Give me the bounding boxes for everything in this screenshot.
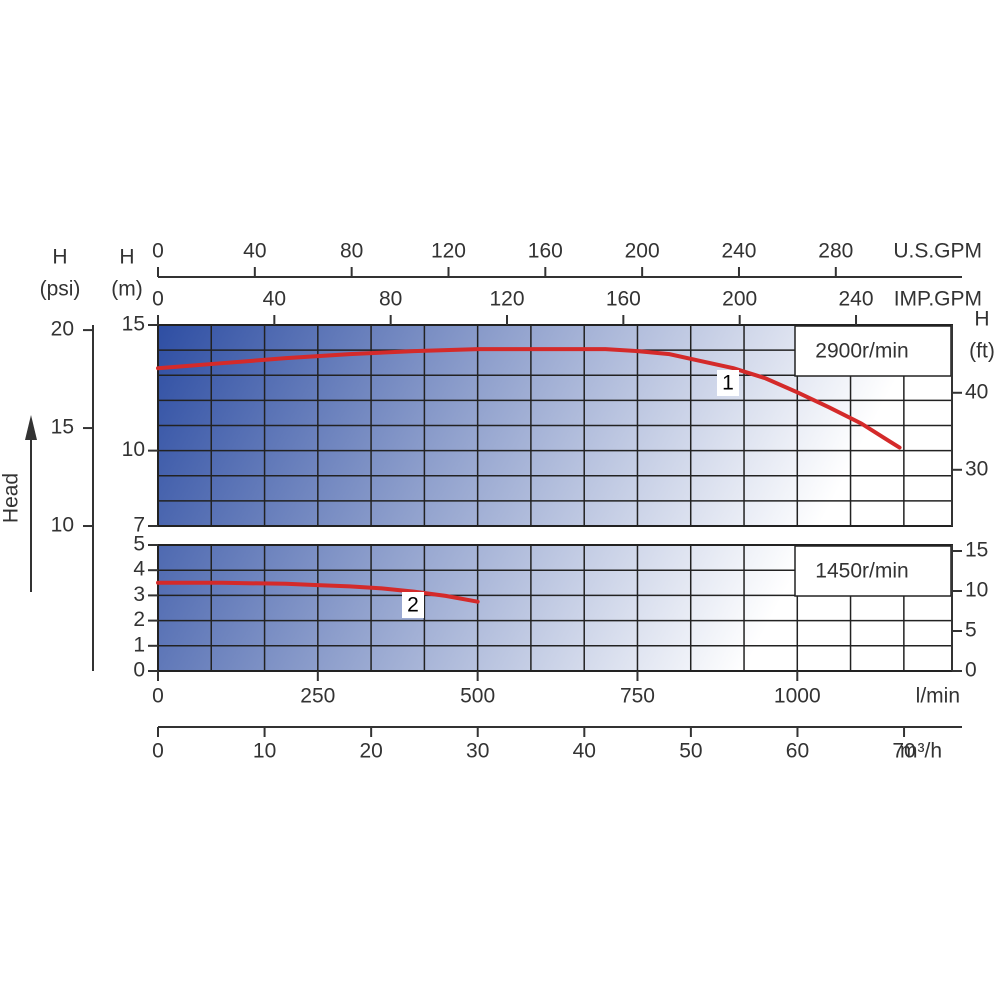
m3h-tick-label: 20 [359, 740, 382, 763]
curve-label: 2 [407, 594, 419, 617]
ft-label: H [974, 308, 989, 331]
usgpm-tick-label: 120 [431, 240, 466, 263]
usgpm-tick-label: 280 [818, 240, 853, 263]
curve-label: 1 [722, 372, 734, 395]
y-tick-label: 2 [133, 608, 145, 631]
usgpm-tick-label: 240 [721, 240, 756, 263]
psi-tick-label: 15 [51, 416, 74, 439]
m3h-tick-label: 30 [466, 740, 489, 763]
impgpm-tick-label: 200 [722, 288, 757, 311]
usgpm-unit: U.S.GPM [893, 240, 982, 263]
lpm-tick-label: 500 [460, 685, 495, 708]
y2-tick-label: 15 [965, 539, 988, 562]
pump-curve [156, 580, 480, 604]
y-tick-label: 4 [133, 558, 145, 581]
y-tick-label: 15 [122, 313, 145, 336]
m3h-tick-label: 60 [786, 740, 809, 763]
speed-box [794, 325, 952, 377]
speed-label: 1450r/min [815, 560, 908, 583]
y-tick-label: 3 [133, 583, 145, 606]
y2-tick-label: 10 [965, 579, 988, 602]
m3h-tick-label: 70 [892, 740, 915, 763]
y2-tick-label: 30 [965, 457, 988, 480]
impgpm-tick-label: 120 [489, 288, 524, 311]
lpm-tick-label: 0 [152, 685, 164, 708]
curve-label-bg [402, 592, 424, 618]
head-arrowhead [25, 415, 37, 440]
speed-label: 2900r/min [815, 340, 908, 363]
lpm-tick-label: 250 [300, 685, 335, 708]
impgpm-tick-label: 240 [838, 288, 873, 311]
y2-tick-label: 5 [965, 619, 977, 642]
psi-unit: (psi) [40, 278, 81, 301]
usgpm-tick-label: 200 [625, 240, 660, 263]
impgpm-tick-label: 80 [379, 288, 402, 311]
ft-unit: (ft) [969, 340, 995, 363]
pump-curve [156, 347, 902, 450]
usgpm-tick-label: 80 [340, 240, 363, 263]
y-tick-label: 0 [133, 659, 145, 682]
lpm-unit: l/min [916, 685, 960, 708]
psi-label: H [52, 246, 67, 269]
m3h-tick-label: 50 [679, 740, 702, 763]
y-tick-label: 10 [122, 438, 145, 461]
m3h-tick-label: 0 [152, 740, 164, 763]
curve-label-bg [717, 370, 739, 396]
head-label: Head [0, 473, 23, 523]
m-unit: (m) [111, 278, 142, 301]
usgpm-tick-label: 0 [152, 240, 164, 263]
y-tick-label: 5 [133, 533, 145, 556]
lpm-tick-label: 750 [620, 685, 655, 708]
impgpm-tick-label: 160 [606, 288, 641, 311]
impgpm-tick-label: 40 [263, 288, 286, 311]
y2-tick-label: 40 [965, 380, 988, 403]
impgpm-unit: IMP.GPM [894, 288, 982, 311]
y-tick-label: 1 [133, 633, 145, 656]
usgpm-tick-label: 40 [243, 240, 266, 263]
psi-tick-label: 10 [51, 514, 74, 537]
m3h-tick-label: 10 [253, 740, 276, 763]
usgpm-tick-label: 160 [528, 240, 563, 263]
m-label: H [119, 246, 134, 269]
m3h-tick-label: 40 [573, 740, 596, 763]
psi-tick-label: 20 [51, 318, 74, 341]
y-tick-label: 7 [133, 514, 145, 537]
impgpm-tick-label: 0 [152, 288, 164, 311]
lpm-tick-label: 1000 [774, 685, 821, 708]
m3h-unit: m³/h [900, 740, 942, 763]
y2-tick-label: 0 [965, 659, 977, 682]
